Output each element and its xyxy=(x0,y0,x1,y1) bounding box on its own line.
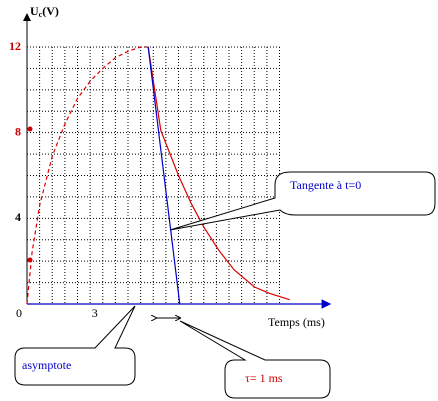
callout xyxy=(14,305,136,386)
dot xyxy=(27,126,33,132)
callout xyxy=(169,171,436,231)
x-tick-label: 0 xyxy=(16,306,22,320)
grid xyxy=(27,46,280,304)
y-label-sub: c xyxy=(39,10,43,19)
x-axis-label: Temps (ms) xyxy=(268,315,325,329)
y-tick-label: 8 xyxy=(15,124,21,138)
plot xyxy=(26,46,332,309)
annotation: asymptote xyxy=(22,358,71,372)
y-tick-label: 12 xyxy=(9,39,21,53)
series-line xyxy=(147,46,181,305)
annotation: Tangente à t=0 xyxy=(290,178,361,192)
y-label-unit: (V) xyxy=(42,4,59,18)
callout xyxy=(179,320,331,399)
y-label-main: U xyxy=(30,4,39,18)
series-line xyxy=(26,46,149,305)
y-tick-label: 4 xyxy=(15,210,21,224)
y-axis-label: Uc(V) xyxy=(30,4,59,19)
series-line xyxy=(147,46,290,301)
x-tick-label: 3 xyxy=(92,306,98,320)
annotation: τ= 1 ms xyxy=(245,371,283,385)
